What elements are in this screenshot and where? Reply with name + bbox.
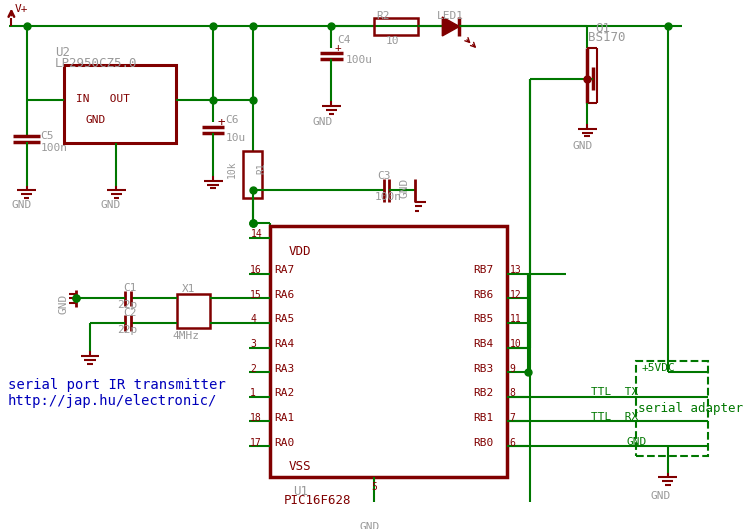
Text: GND: GND <box>360 522 380 529</box>
Text: serial port IR transmitter: serial port IR transmitter <box>8 378 225 392</box>
Text: GND: GND <box>400 178 410 198</box>
Text: 10k: 10k <box>226 160 237 178</box>
Text: RB2: RB2 <box>473 388 494 398</box>
Text: 10: 10 <box>510 339 522 349</box>
Text: LP2950CZ5.0: LP2950CZ5.0 <box>55 57 138 70</box>
Text: GND: GND <box>85 115 106 124</box>
Text: 14: 14 <box>251 229 263 239</box>
Text: 22p: 22p <box>117 325 138 335</box>
Text: U2: U2 <box>55 47 70 59</box>
Text: 13: 13 <box>510 265 522 275</box>
Text: GND: GND <box>11 200 32 210</box>
Text: VSS: VSS <box>289 460 311 473</box>
Text: C6: C6 <box>225 115 239 124</box>
Text: TTL  TX: TTL TX <box>591 387 638 397</box>
Bar <box>64 65 176 143</box>
Text: 1: 1 <box>250 388 256 398</box>
Text: RA2: RA2 <box>274 388 295 398</box>
Text: 4: 4 <box>250 314 256 324</box>
Text: 8: 8 <box>510 388 516 398</box>
Text: GND: GND <box>627 436 647 446</box>
Text: BS170: BS170 <box>588 31 626 44</box>
Text: +: + <box>218 116 225 130</box>
Text: RB4: RB4 <box>473 339 494 349</box>
Text: 22p: 22p <box>117 300 138 310</box>
Text: serial adapter: serial adapter <box>638 402 743 415</box>
Text: 4MHz: 4MHz <box>172 331 200 341</box>
Text: 2: 2 <box>250 363 256 373</box>
Text: 15: 15 <box>250 290 262 300</box>
Text: C5: C5 <box>41 131 54 141</box>
Text: RA3: RA3 <box>274 363 295 373</box>
Text: C3: C3 <box>377 171 390 181</box>
Text: V+: V+ <box>14 4 28 14</box>
Text: R1: R1 <box>257 162 267 174</box>
Text: 10: 10 <box>386 36 399 46</box>
Text: 17: 17 <box>250 437 262 448</box>
Text: 12: 12 <box>510 290 522 300</box>
Text: RB0: RB0 <box>473 437 494 448</box>
Text: 100n: 100n <box>375 192 402 202</box>
Text: 100n: 100n <box>41 143 68 153</box>
Text: GND: GND <box>312 117 333 127</box>
Text: GND: GND <box>651 490 671 500</box>
Text: 9: 9 <box>510 363 516 373</box>
Text: RA1: RA1 <box>274 413 295 423</box>
Text: R2: R2 <box>376 11 389 21</box>
Text: Q1: Q1 <box>595 22 610 35</box>
Text: RA5: RA5 <box>274 314 295 324</box>
Text: RB7: RB7 <box>473 265 494 275</box>
Bar <box>243 151 262 198</box>
Text: RA6: RA6 <box>274 290 295 300</box>
Text: 3: 3 <box>250 339 256 349</box>
Text: 18: 18 <box>250 413 262 423</box>
Text: C1: C1 <box>123 283 137 293</box>
Text: U1: U1 <box>293 485 308 498</box>
Text: 11: 11 <box>510 314 522 324</box>
Text: PIC16F628: PIC16F628 <box>284 495 352 507</box>
Text: C4: C4 <box>337 35 351 45</box>
Text: GND: GND <box>101 200 121 210</box>
Text: RB6: RB6 <box>473 290 494 300</box>
Text: 6: 6 <box>510 437 516 448</box>
Text: GND: GND <box>59 294 69 314</box>
Text: TTL  RX: TTL RX <box>591 412 638 422</box>
Bar <box>374 18 417 35</box>
Text: 10u: 10u <box>225 133 246 143</box>
Bar <box>177 294 210 327</box>
Text: IN   OUT: IN OUT <box>76 94 130 104</box>
Text: +: + <box>334 42 341 52</box>
Text: RA7: RA7 <box>274 265 295 275</box>
Bar <box>637 361 708 455</box>
Text: C2: C2 <box>123 308 137 318</box>
Text: VDD: VDD <box>289 245 311 258</box>
Text: +5VDC: +5VDC <box>641 363 675 373</box>
Text: 5: 5 <box>371 482 377 492</box>
Text: RB1: RB1 <box>473 413 494 423</box>
Text: GND: GND <box>572 141 592 151</box>
Text: 100u: 100u <box>345 55 373 65</box>
Text: X1: X1 <box>182 284 195 294</box>
Bar <box>270 226 507 477</box>
Text: 7: 7 <box>510 413 516 423</box>
Polygon shape <box>442 17 460 36</box>
Text: RA4: RA4 <box>274 339 295 349</box>
Text: RB3: RB3 <box>473 363 494 373</box>
Text: LED1: LED1 <box>437 11 463 21</box>
Text: http://jap.hu/electronic/: http://jap.hu/electronic/ <box>8 394 217 408</box>
Text: 16: 16 <box>250 265 262 275</box>
Text: RA0: RA0 <box>274 437 295 448</box>
Text: RB5: RB5 <box>473 314 494 324</box>
